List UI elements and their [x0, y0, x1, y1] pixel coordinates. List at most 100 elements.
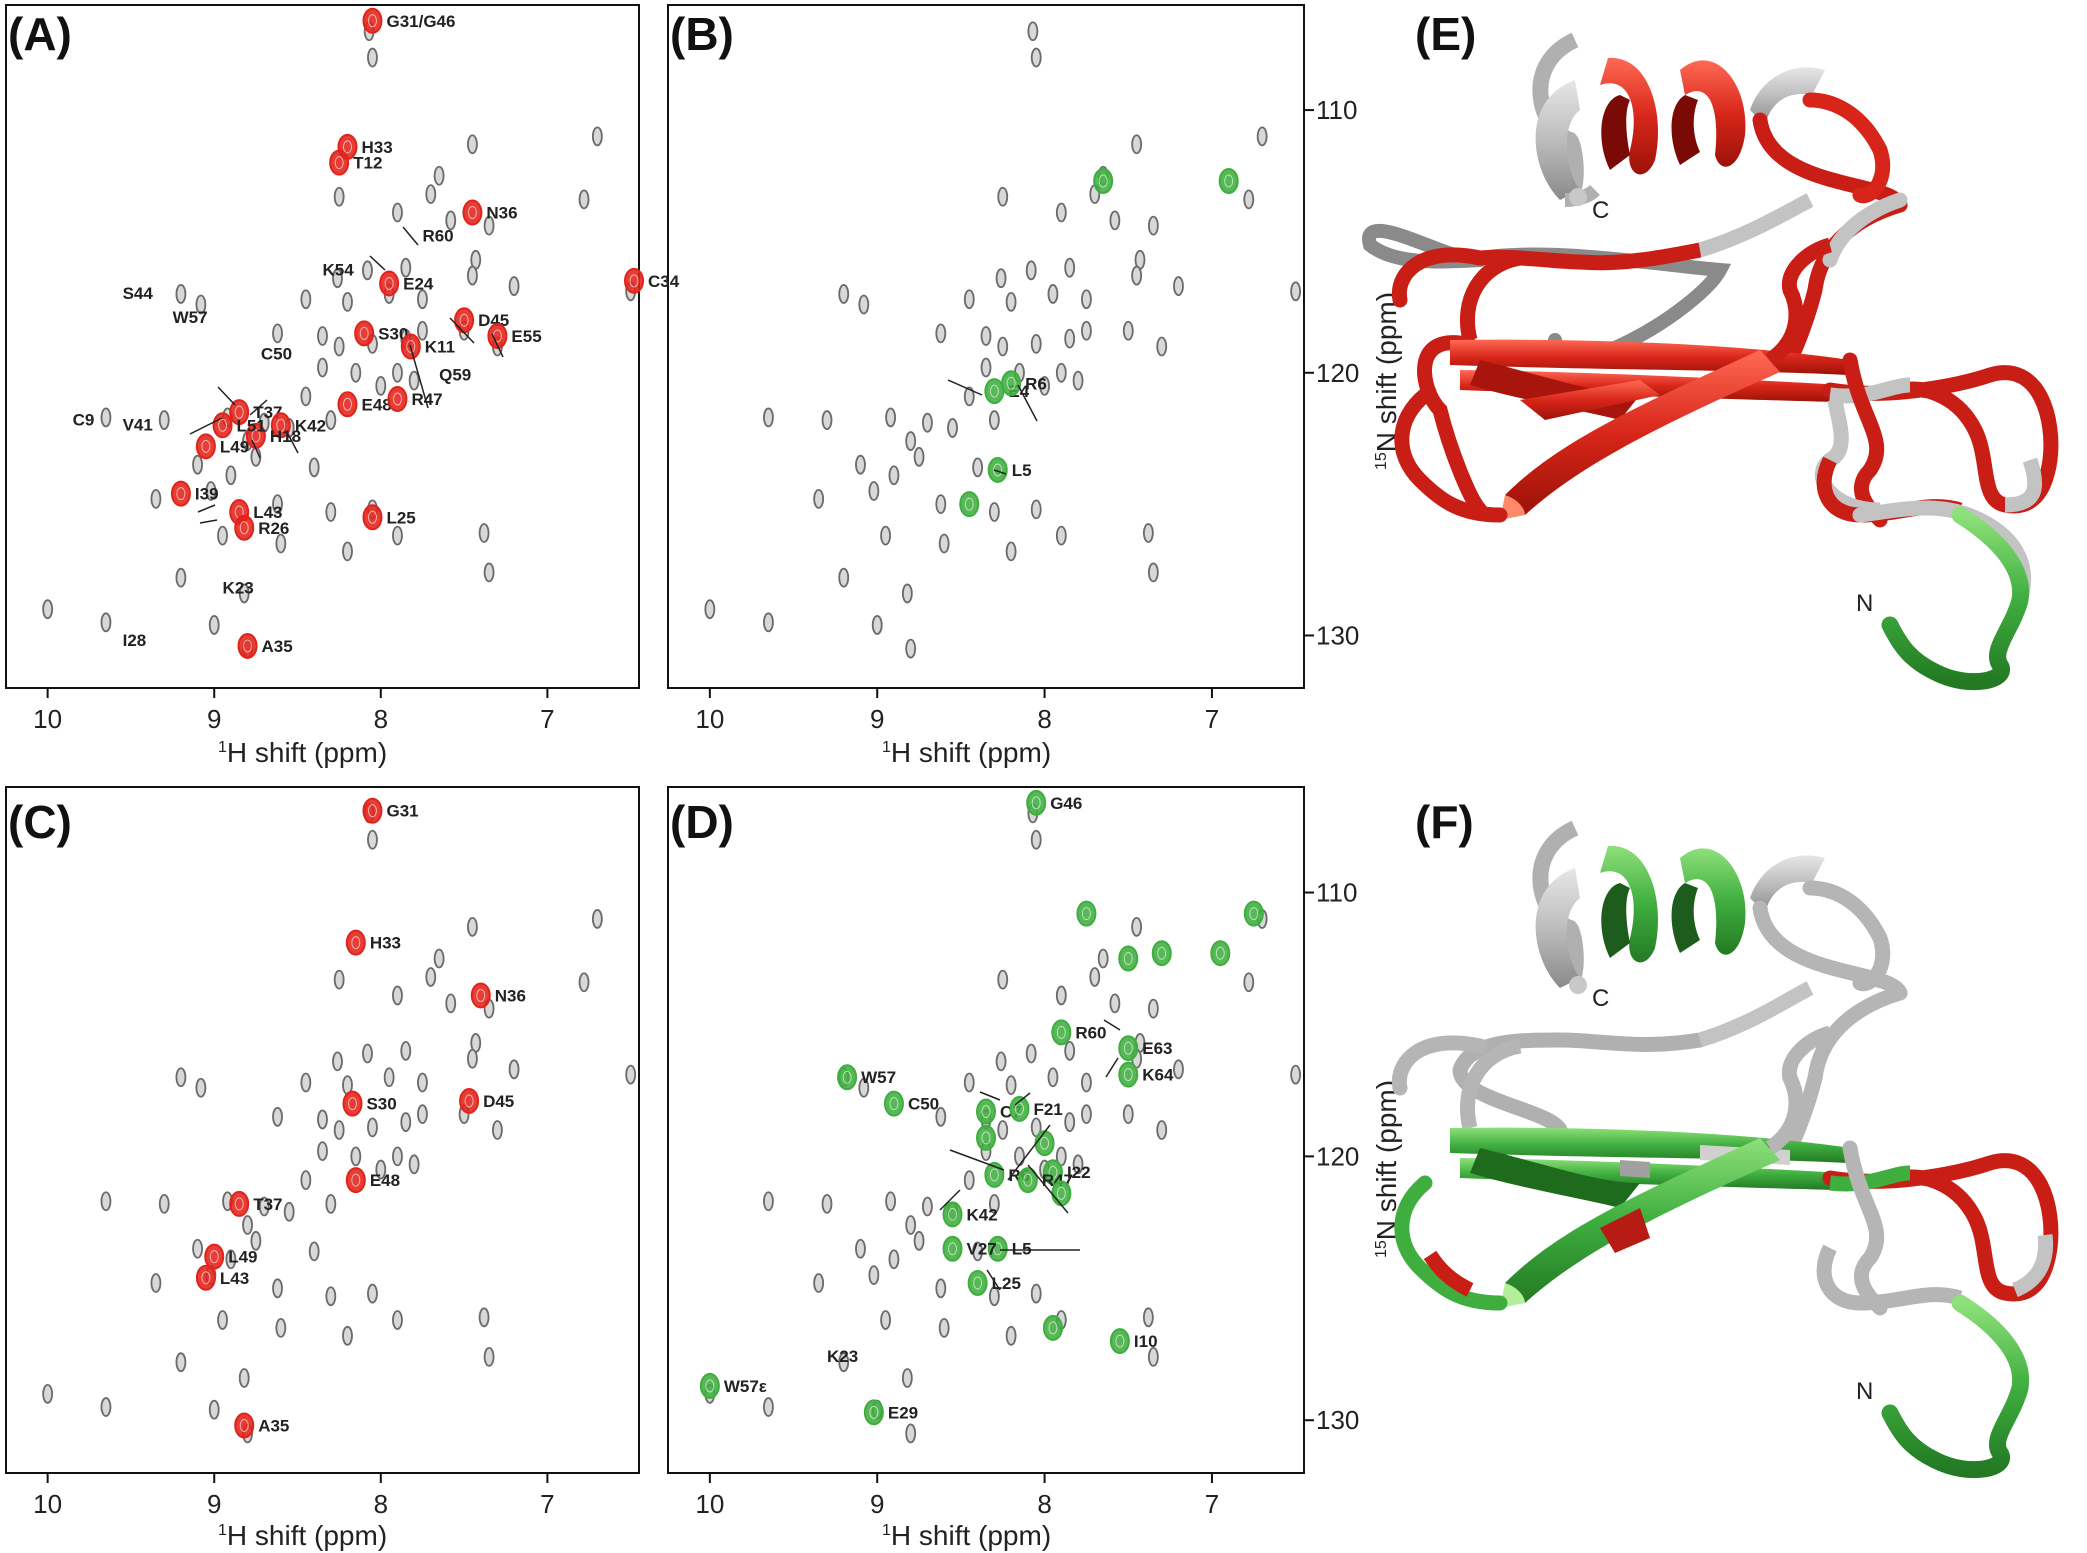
peak-c-h33 [345, 929, 366, 956]
reference-peak-d [763, 1397, 774, 1417]
peak-label: E29 [888, 1403, 918, 1422]
peak-label: E55 [511, 327, 541, 346]
reference-peak-b [1081, 289, 1092, 310]
reference-peak-b [1055, 202, 1067, 223]
peak-d-c50 [883, 1090, 904, 1117]
reference-peak-c [392, 985, 403, 1006]
reference-peak-c [578, 972, 590, 993]
peak-label: W57 [861, 1068, 896, 1087]
reference-peak-c [367, 1117, 378, 1138]
peak-d-unlabeled [976, 1124, 996, 1151]
reference-peak-d [995, 1051, 1007, 1072]
reference-peak-d [1147, 1347, 1159, 1367]
reference-peak-d [1156, 1120, 1168, 1140]
reference-peak-b [1131, 265, 1143, 286]
peak-label: E63 [1142, 1039, 1172, 1058]
peak-label: L5 [1012, 461, 1032, 480]
label-c9: C9 [73, 410, 95, 429]
reference-peak-b [1030, 499, 1042, 520]
label-k23: K23 [827, 1347, 858, 1366]
reference-peak-b [858, 294, 870, 315]
reference-peak-a [217, 525, 228, 546]
x-axis-title-d: 1H shift (ppm) [882, 1520, 1051, 1551]
x-tick-label: 9 [207, 704, 221, 734]
peak-d-unlabeled [1034, 1130, 1055, 1157]
peak-c-n36 [470, 982, 491, 1009]
reference-peak-d [1131, 916, 1143, 937]
label-i28: I28 [123, 631, 147, 650]
reference-peak-c [408, 1154, 420, 1175]
reference-peak-c [250, 1230, 262, 1251]
peak-label: G31/G46 [386, 12, 455, 31]
reference-peak-b [1147, 215, 1159, 236]
y-tick-label: 120 [1316, 358, 1359, 388]
peak-label: H33 [370, 934, 401, 953]
reference-peak-d [972, 1241, 984, 1262]
reference-peak-d [1064, 1112, 1076, 1132]
peak-contour [1048, 1165, 1058, 1179]
reference-peak-d [935, 1278, 947, 1299]
reference-peak-b [1109, 210, 1121, 231]
peak-c-g31 [362, 797, 383, 824]
reference-peak-a [591, 126, 603, 147]
peak-label: L25 [386, 508, 415, 527]
peak-label: L5 [1012, 1240, 1032, 1259]
reference-peak-a [175, 284, 187, 304]
reference-peak-c [317, 1109, 328, 1130]
reference-peak-c [392, 1310, 403, 1330]
peak-label: I22 [1067, 1163, 1091, 1182]
peak-contour [993, 463, 1003, 477]
reference-peak-b [997, 186, 1009, 207]
peak-d-unlabeled [1210, 940, 1231, 967]
peak-contour [948, 1207, 958, 1221]
reference-peak-b [947, 418, 958, 438]
reference-peak-b [813, 488, 825, 509]
reference-peak-c [417, 1072, 428, 1093]
peak-label: W57ε [724, 1377, 767, 1396]
label-q59: Q59 [439, 366, 471, 385]
x-tick-label: 10 [33, 1489, 62, 1519]
peak-b-e4 [984, 378, 1005, 405]
reference-peak-c [591, 909, 603, 929]
reference-peak-d [905, 1423, 917, 1444]
reference-peak-d [901, 1368, 913, 1388]
leader-lines [189, 226, 1121, 1291]
reference-peak-b [988, 410, 1000, 430]
reference-peak-b [1122, 320, 1134, 341]
peak-contour [1215, 946, 1225, 960]
panel-label-f: (F) [1415, 796, 1474, 848]
reference-peak-c [417, 1104, 428, 1125]
reference-peak-d [988, 1193, 1000, 1214]
panel-label-d: (D) [670, 796, 734, 848]
reference-peak-b [913, 446, 925, 467]
peak-contour [209, 1250, 219, 1264]
reference-peak-a [332, 268, 343, 289]
peak-contour [1023, 1173, 1033, 1187]
reference-peak-d [1081, 1072, 1092, 1093]
peak-a-k42 [270, 412, 291, 439]
peak-label: H33 [361, 138, 392, 157]
peak-contour [973, 1276, 983, 1290]
reference-peak-a [300, 386, 312, 407]
peak-contour [1123, 1068, 1133, 1082]
reference-peak-b [1055, 525, 1067, 546]
reference-peak-a [467, 134, 478, 155]
reference-peak-d [1109, 993, 1121, 1014]
reference-peak-b [905, 431, 917, 451]
reference-peak-b [901, 583, 913, 604]
reference-peak-a [350, 362, 362, 383]
peak-label: K64 [1142, 1066, 1174, 1085]
peak-d-l5 [987, 1235, 1008, 1262]
reference-peak-c [300, 1072, 312, 1093]
x-tick-label: 8 [1037, 704, 1051, 734]
reference-peak-b [868, 481, 880, 501]
reference-peak-b [871, 615, 883, 635]
reference-peak-c [483, 1347, 495, 1367]
peak-c-l43 [195, 1264, 216, 1291]
peak-contour [1123, 1041, 1133, 1055]
reference-peak-d [905, 1215, 917, 1235]
peak-label: V27 [967, 1240, 997, 1259]
reference-peak-d [1097, 948, 1109, 969]
peak-label: N36 [495, 986, 526, 1005]
reference-peak-c [192, 1238, 203, 1259]
